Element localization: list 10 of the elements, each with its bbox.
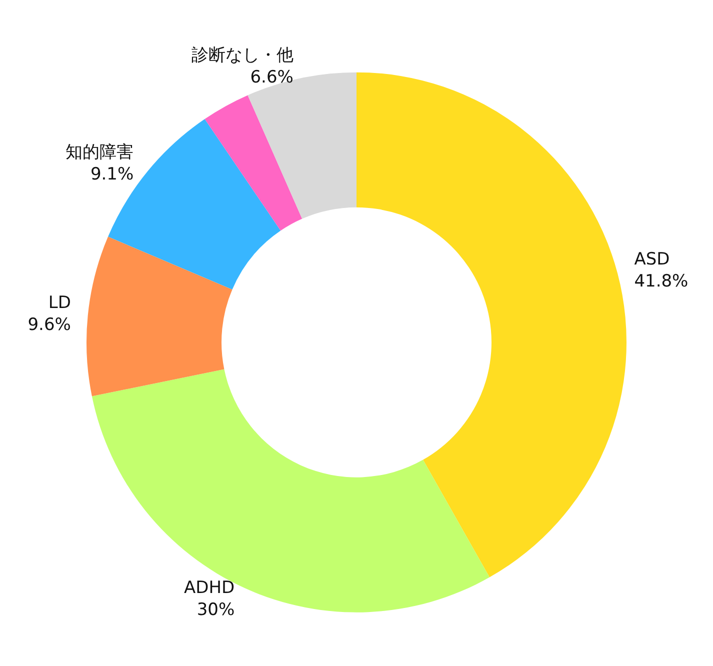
slice-label: 診断なし・他 [191,45,294,66]
data-label: 6.6% [250,67,294,88]
data-label: 9.1% [90,164,134,184]
slice-label: 知的障害 [66,142,134,162]
slice-label: ADHD [184,578,235,598]
data-label: 30% [196,600,235,620]
data-label: 9.6% [28,315,71,336]
slice-label: LD [48,293,71,314]
data-label: 41.8% [634,271,688,292]
slice-label: ASD [634,249,670,270]
